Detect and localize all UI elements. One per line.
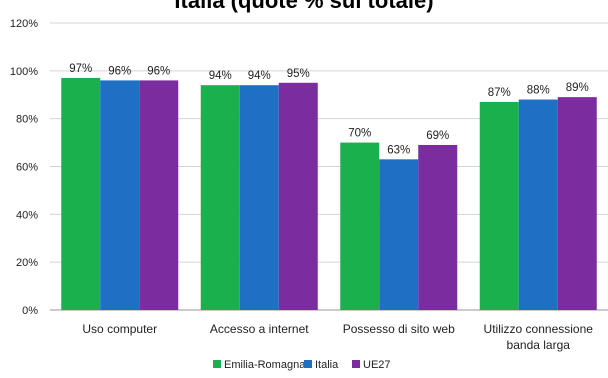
bar	[100, 80, 140, 311]
legend-swatch	[213, 360, 221, 368]
data-label: 94%	[209, 70, 232, 82]
bar	[518, 99, 558, 311]
bar	[379, 159, 419, 310]
bar-series	[61, 78, 597, 311]
legend-swatch	[304, 360, 312, 368]
legend-label: Italia	[315, 359, 339, 371]
data-label: 96%	[147, 65, 170, 77]
data-label: 97%	[69, 63, 92, 75]
data-label: 63%	[387, 144, 410, 156]
bar	[418, 144, 458, 310]
y-tick-label: 100%	[10, 66, 38, 78]
bar	[479, 101, 519, 310]
y-tick-label: 20%	[16, 257, 38, 269]
data-label: 70%	[348, 128, 371, 140]
bar	[239, 85, 279, 310]
category-label: Possesso di sito web	[343, 322, 455, 336]
y-tick-label: 80%	[16, 114, 38, 126]
y-tick-label: 120%	[10, 18, 38, 30]
legend-swatch	[352, 360, 360, 368]
data-label: 95%	[287, 68, 310, 80]
category-label: Uso computer	[82, 322, 157, 336]
legend-label: UE27	[363, 359, 391, 371]
data-label: 94%	[248, 70, 271, 82]
category-label: Utilizzo connessione banda larga	[484, 322, 594, 352]
y-axis-ticks: 0% 20% 40% 60% 80% 100% 120%	[10, 18, 38, 317]
bar	[557, 97, 597, 311]
bar	[61, 78, 101, 310]
data-label: 69%	[426, 130, 449, 142]
category-label: Accesso a internet	[210, 322, 309, 336]
data-label: 89%	[566, 82, 589, 94]
y-tick-label: 60%	[16, 162, 38, 174]
legend: Emilia-Romagna Italia UE27	[213, 359, 391, 371]
chart-title: Italia (quote % sul totale)	[174, 0, 434, 13]
bar	[139, 80, 179, 311]
data-label: 88%	[527, 85, 550, 97]
x-axis-categories: Uso computer Accesso a internet Possesso d…	[82, 322, 593, 352]
data-labels: 97% 96% 96% 94% 94% 95% 70% 63% 69% 87% 88% 89%	[69, 63, 589, 156]
data-label: 96%	[108, 65, 131, 77]
bar	[340, 142, 380, 310]
y-tick-label: 40%	[16, 209, 38, 221]
data-label: 87%	[488, 87, 511, 99]
bar	[278, 82, 318, 311]
y-tick-label: 0%	[22, 305, 38, 317]
legend-label: Emilia-Romagna	[224, 359, 306, 371]
bar	[200, 85, 240, 310]
